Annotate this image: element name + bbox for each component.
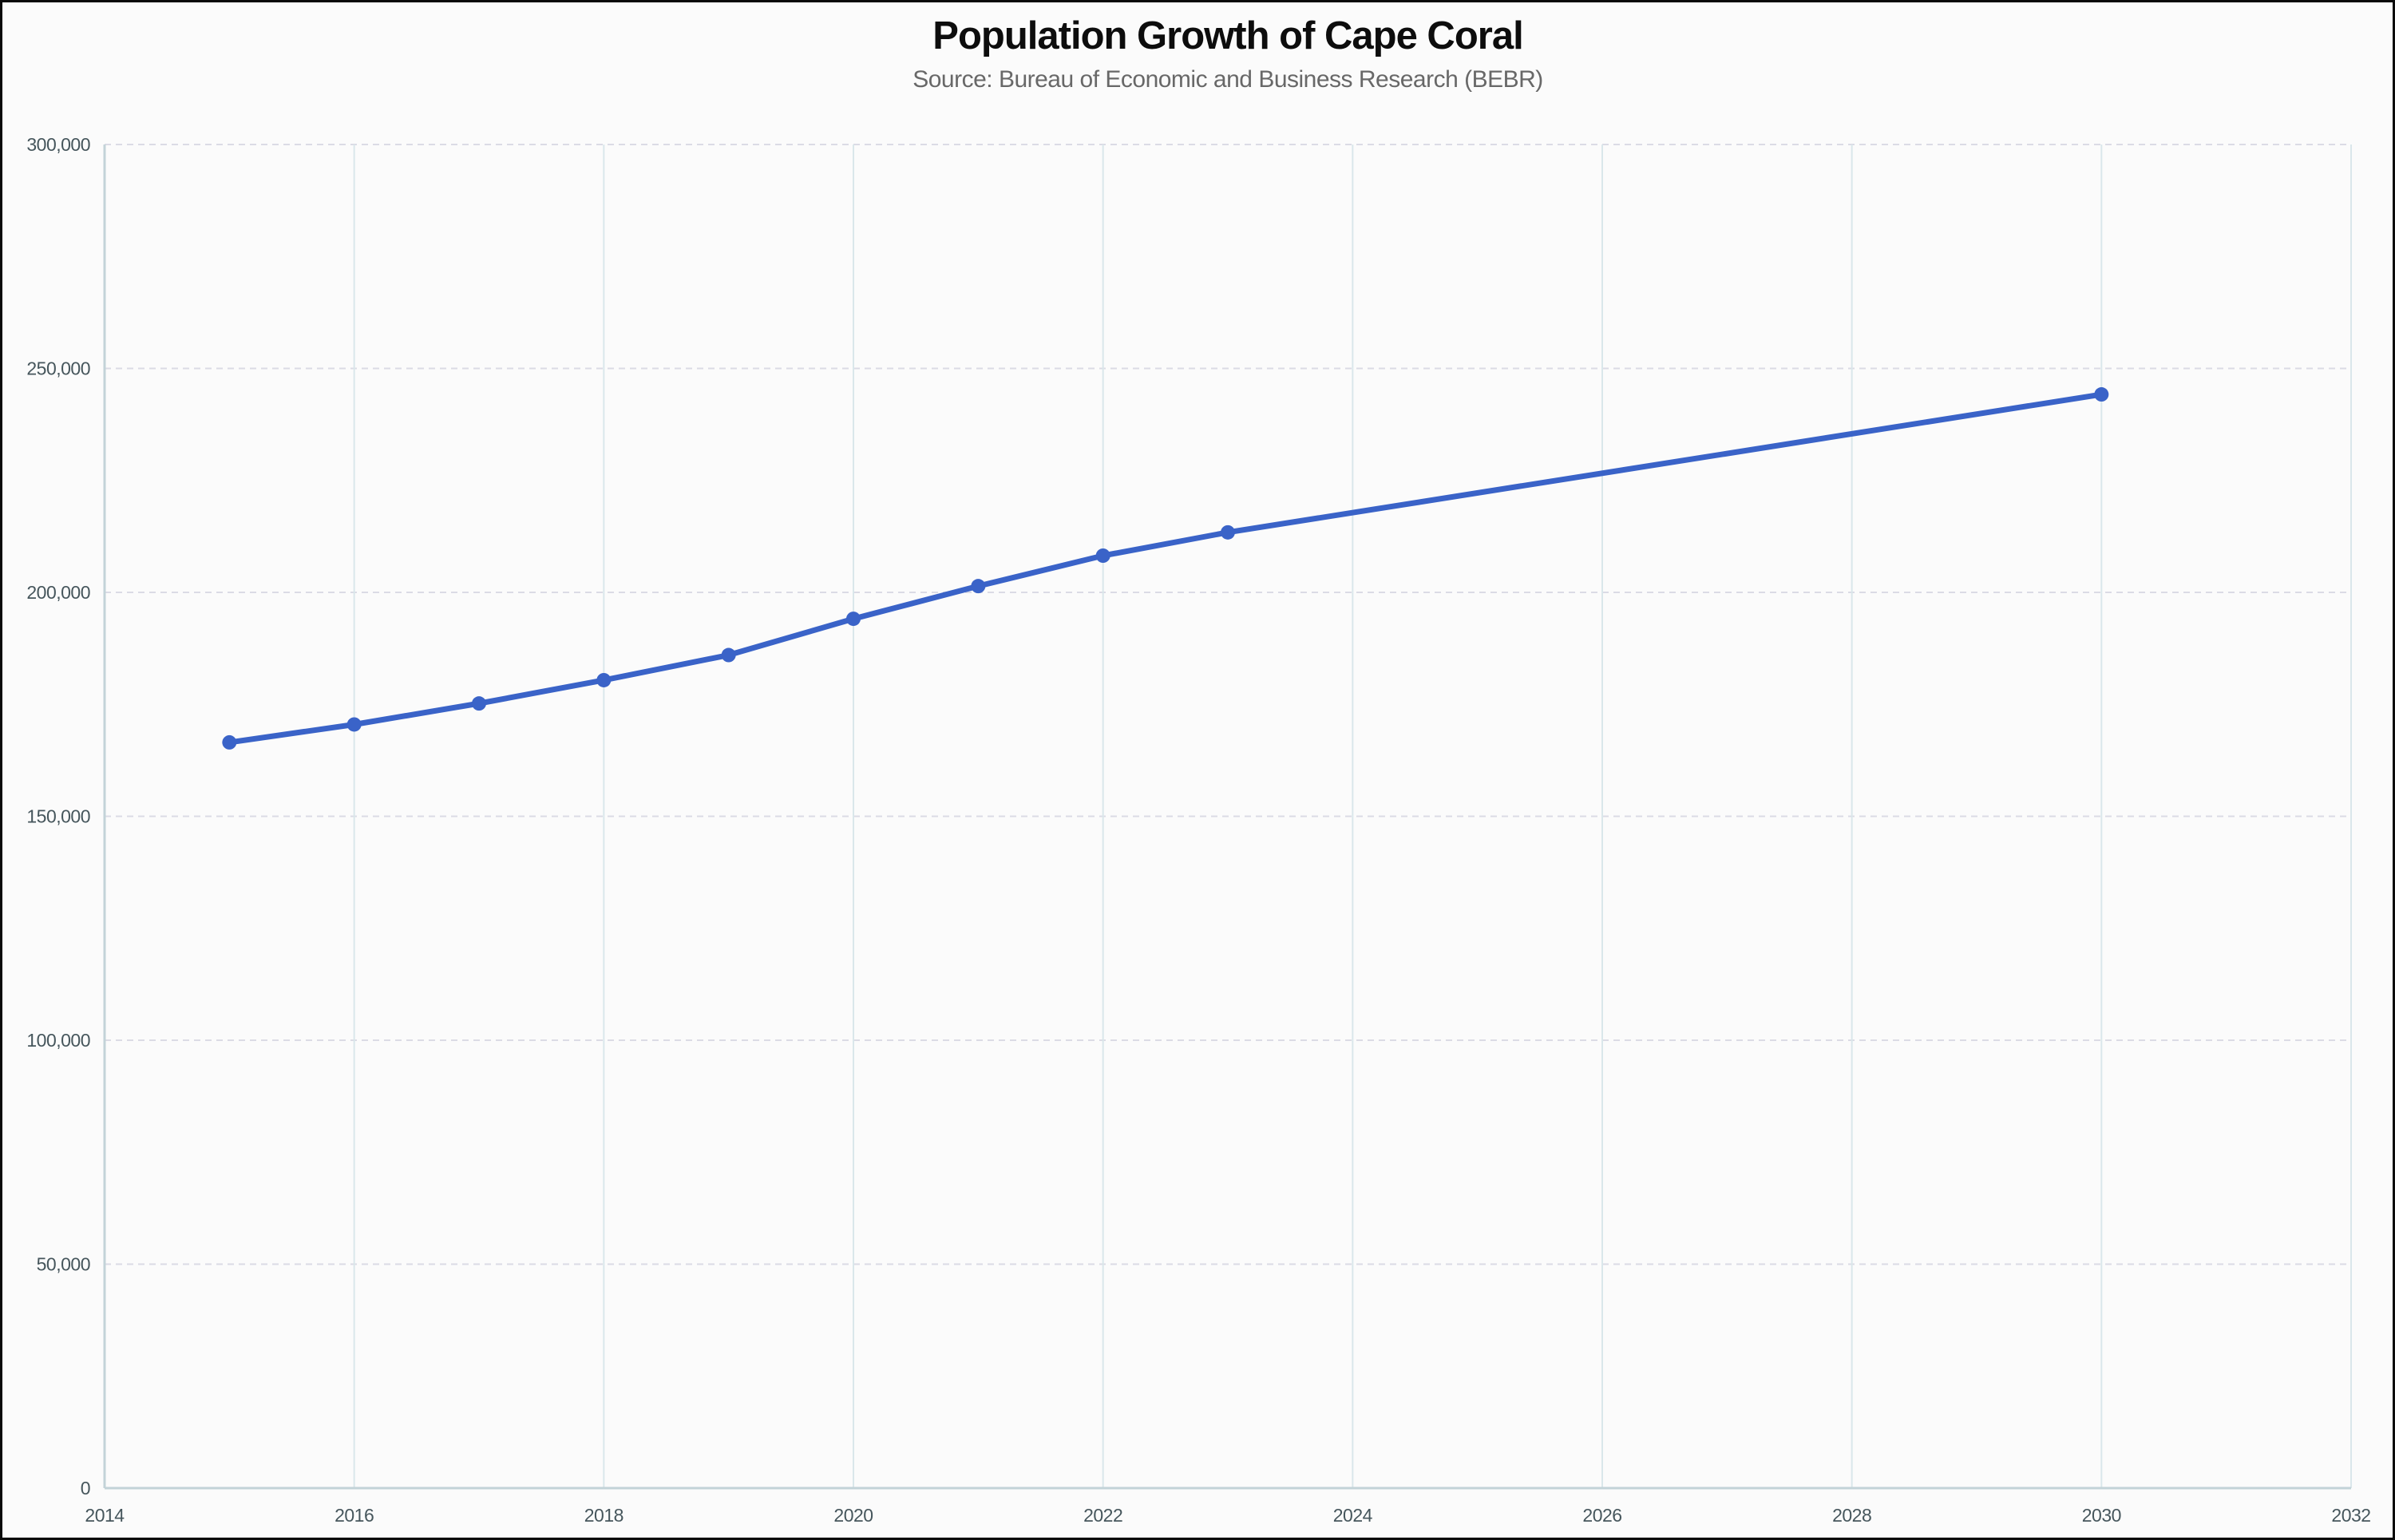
data-point-marker	[1095, 548, 1110, 563]
x-tick-label: 2016	[335, 1505, 374, 1526]
y-tick-label: 300,000	[26, 134, 90, 155]
y-tick-label: 50,000	[37, 1254, 90, 1275]
x-tick-label: 2018	[584, 1505, 623, 1526]
x-tick-label: 2020	[833, 1505, 873, 1526]
y-tick-label: 200,000	[26, 582, 90, 603]
data-point-marker	[346, 717, 362, 732]
data-point-marker	[222, 734, 237, 750]
population-line	[226, 391, 2104, 746]
x-tick-label: 2030	[2082, 1505, 2121, 1526]
x-tick-label: 2028	[1832, 1505, 1871, 1526]
x-tick-label: 2024	[1333, 1505, 1373, 1526]
data-point-marker	[971, 579, 986, 594]
data-point-marker	[721, 647, 736, 663]
data-point-marker	[2094, 387, 2109, 402]
x-tick-label: 2032	[2331, 1505, 2370, 1526]
y-tick-label: 0	[81, 1478, 90, 1498]
y-tick-label: 250,000	[26, 358, 90, 379]
data-point-marker	[1221, 525, 1235, 540]
data-point-marker	[846, 612, 861, 627]
y-tick-label: 150,000	[26, 806, 90, 827]
x-tick-label: 2026	[1582, 1505, 1621, 1526]
data-point-marker	[472, 696, 486, 711]
x-tick-label: 2022	[1083, 1505, 1122, 1526]
y-tick-label: 100,000	[26, 1030, 90, 1051]
data-point-marker	[596, 672, 612, 687]
x-tick-label: 2014	[85, 1505, 125, 1526]
